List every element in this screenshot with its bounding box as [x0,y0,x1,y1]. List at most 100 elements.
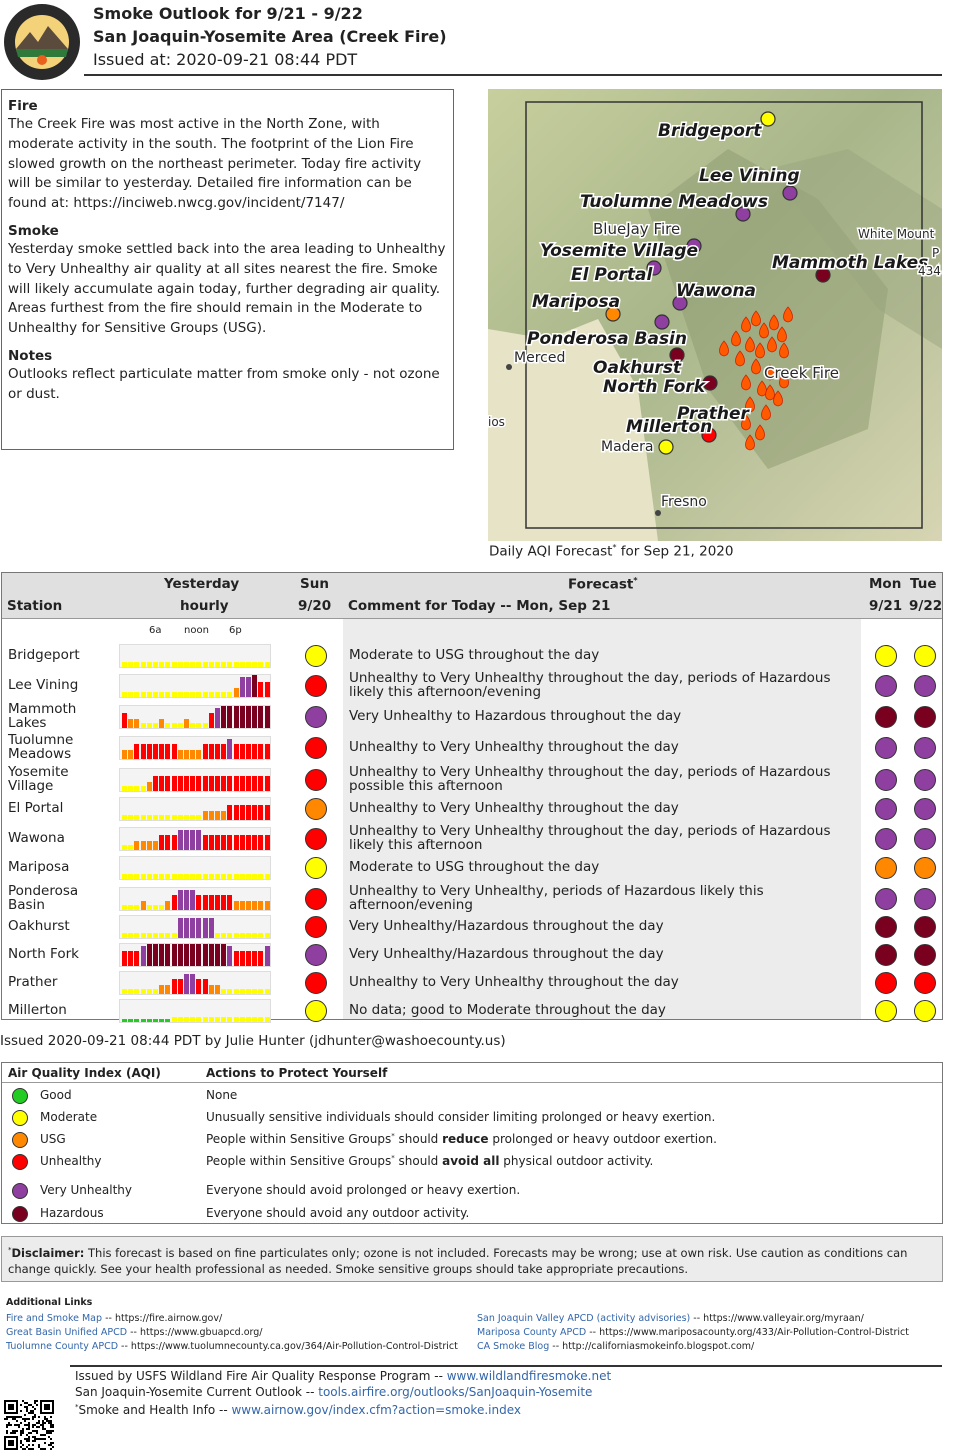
program-link[interactable]: www.wildlandfiresmoke.net [446,1369,612,1383]
qr-module [52,1446,54,1448]
hourly-bar [159,815,165,820]
link-name[interactable]: Mariposa County APCD [477,1327,587,1338]
qr-module [26,1428,28,1430]
hourly-sparkline [119,644,271,668]
hourly-bar [258,1017,264,1022]
outlook-link[interactable]: tools.airfire.org/outlooks/SanJoaquin-Yo… [318,1385,593,1399]
disclaimer: *Disclaimer: This forecast is based on f… [1,1236,943,1282]
station-name: Ponderosa Basin [8,883,79,913]
aqi-color-dot [12,1088,28,1104]
qr-module [20,1410,22,1412]
hourly-bar [122,951,127,966]
hourly-bar [146,1019,152,1022]
link-item: Tuolumne County APCD -- https://www.tuol… [6,1341,458,1352]
qr-module [24,1406,26,1408]
hourly-bar [165,874,171,879]
qr-module [32,1418,34,1420]
hourly-bar [171,662,177,667]
qr-code[interactable] [4,1400,54,1450]
sun-aqi-dot [305,675,327,697]
hourly-bar [171,979,177,994]
hourly-bar [171,874,177,879]
link-name[interactable]: San Joaquin Valley APCD (activity adviso… [477,1313,691,1324]
qr-module [20,1416,22,1418]
hourly-bar [165,776,171,791]
hourly-sparkline [119,736,271,760]
hourly-bar [221,662,227,667]
qr-module [34,1408,36,1410]
qr-module [36,1400,38,1402]
hourly-bar [153,744,158,759]
map-label: ios [488,415,505,429]
link-item: Great Basin Unified APCD -- https://www.… [6,1327,263,1338]
link-name[interactable]: CA Smoke Blog [477,1341,550,1352]
link-name[interactable]: Fire and Smoke Map [6,1313,103,1324]
qr-module [22,1400,24,1402]
qr-module [40,1438,42,1440]
hourly-bar [221,835,227,850]
fire-icon [751,358,761,375]
hourly-bar [153,692,158,697]
hourly-bar [221,895,227,910]
station-marker [646,260,662,276]
qr-module [40,1400,42,1414]
hourly-bar [246,662,251,667]
qr-module [34,1414,36,1416]
hourly-bar [196,776,202,791]
link-name[interactable]: Tuolumne County APCD [6,1341,119,1352]
hourly-bar [196,662,202,667]
footer-line-outlook: San Joaquin-Yosemite Current Outlook -- … [75,1385,593,1399]
qr-module [40,1412,54,1414]
hourly-bar [153,1019,158,1022]
fire-icon [779,342,789,359]
hourly-bar [215,662,220,667]
station-marker [735,206,751,222]
link-name[interactable]: Great Basin Unified APCD [6,1327,128,1338]
hourly-bar [252,951,258,966]
hourly-bar [246,744,251,759]
qr-module [28,1412,30,1414]
hourly-bar [208,835,214,850]
station-comment: Unhealthy to Very Unhealthy throughout t… [349,800,679,816]
hourly-bar [190,918,196,938]
hourly-bar [221,933,227,938]
qr-module [52,1430,54,1432]
hourly-bar [202,835,208,850]
qr-module [18,1424,20,1426]
hourly-bar [221,706,227,728]
station-comment: Very Unhealthy/Hazardous throughout the … [349,918,664,934]
qr-module [20,1430,22,1432]
station-row: Tuolumne Meadows Unhealthy to Very Unheal… [2,733,942,763]
qr-module [36,1438,38,1440]
hourly-bar [215,744,220,759]
hourly-bar [190,944,196,966]
hourly-bar [128,662,134,667]
link-url: -- https://www.valleyair.org/myraan/ [690,1313,864,1324]
qr-module [46,1430,48,1432]
fire-icon [719,340,729,357]
hourly-bar [264,776,270,791]
mon-aqi-dot [875,706,897,728]
hourly-bar [227,874,233,879]
station-comment: Very Unhealthy to Hazardous throughout t… [349,708,682,724]
hourly-bar [190,874,196,879]
qr-module [44,1448,46,1450]
qr-module [10,1424,12,1426]
link-url: -- http://californiasmokeinfo.blogspot.c… [549,1341,755,1352]
qr-module [48,1430,50,1432]
hourly-bar [239,776,245,791]
qr-module [26,1424,28,1426]
qr-module [50,1416,52,1418]
aqi-level: Hazardous [40,1206,104,1220]
qr-module [6,1416,8,1418]
health-link[interactable]: www.airnow.gov/index.cfm?action=smoke.in… [231,1403,521,1417]
hourly-bar [227,835,233,850]
qr-module [22,1444,24,1446]
fire-icon [759,322,769,339]
aqi-row: Unhealthy People within Sensitive Groups*… [2,1151,942,1173]
hourly-bar [122,713,127,728]
hourly-bar [134,786,140,791]
qr-module [26,1402,28,1404]
qr-module [12,1418,14,1420]
qr-module [30,1432,32,1434]
